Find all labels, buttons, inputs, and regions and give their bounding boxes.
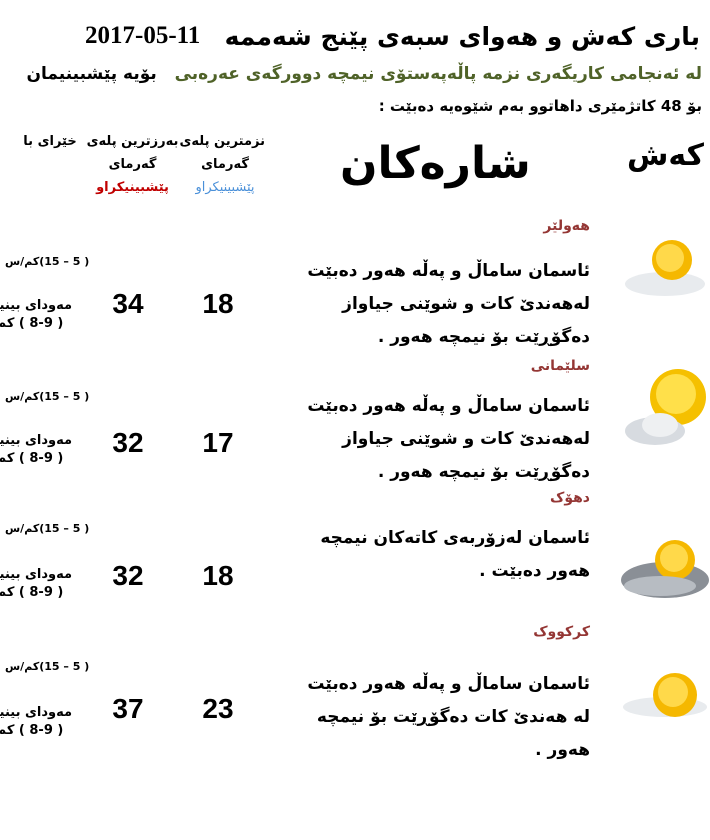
col-max-l2: گەرمای	[108, 157, 157, 172]
col-min-l3: پێشبینیکراو	[195, 180, 255, 195]
weather-description: ئاسمان ساماڵ و پەڵە هەور دەبێت لەهەندێ ک…	[307, 261, 590, 347]
col-max-l3: پێشبینیکراو	[96, 180, 169, 195]
sun-behind-cloud-icon	[620, 365, 710, 454]
visibility-value: ( 8-9 ) کم	[0, 585, 64, 600]
max-temp: 37	[112, 693, 144, 724]
visibility-label: مەودای بینین	[0, 433, 73, 448]
visibility: مەودای بینین ( 8-9 ) کم	[0, 297, 80, 333]
col-max: بەرزترین پلەی گەرمای پێشبینیکراو	[85, 130, 180, 199]
max-temp: 32	[112, 560, 144, 591]
col-max-l1: بەرزترین پلەی	[86, 134, 179, 149]
visibility-value: ( 8-9 ) کم	[0, 723, 64, 738]
col-cities: شارەکان	[340, 138, 531, 189]
weather-description: ئاسمان ساماڵ و پەڵە هەور دەبێت لەهەندێ ک…	[307, 396, 590, 482]
subtitle-lead: بۆیە پێشبینیمان	[26, 64, 157, 84]
col-min-l2: گەرمای	[201, 157, 249, 172]
min-temp: 17	[202, 427, 234, 458]
partly-cloudy-icon	[620, 522, 710, 611]
wind-speed: ( 5 – 15)کم/س	[5, 255, 90, 268]
city-name: کرکووک	[533, 624, 590, 640]
col-min-l1: نزمترین پلەی	[179, 134, 265, 149]
forecast-date: 2017-05-11	[85, 22, 201, 49]
min-temp: 23	[202, 693, 234, 724]
visibility-value: ( 8-9 ) کم	[0, 451, 64, 466]
city-name: هەولێر	[543, 218, 590, 234]
city-name: سلێمانی	[530, 358, 590, 374]
sun-cloud-icon	[620, 655, 710, 744]
max-temp: 34	[112, 288, 144, 319]
subtitle-period: بۆ 48 کاتژمێری داهاتوو بەم شێوەیە دەبێت …	[378, 97, 702, 115]
max-temp: 32	[112, 427, 144, 458]
subtitle-cause: لە ئەنجامی کاریگەری نزمە پاڵەپەستۆی نیمچ…	[174, 64, 702, 84]
visibility-label: مەودای بینین	[0, 567, 73, 582]
min-temp: 18	[202, 288, 234, 319]
wind-speed: ( 5 – 15)کم/س	[5, 660, 90, 673]
weather-description: ئاسمان لەزۆربەی کاتەکان نیمچە هەور دەبێت…	[320, 528, 590, 581]
min-temp: 18	[202, 560, 234, 591]
col-weather: کەش	[626, 138, 704, 173]
city-name: دهۆک	[549, 490, 590, 506]
wind-speed: ( 5 – 15)کم/س	[5, 522, 90, 535]
sun-cloud-icon	[620, 222, 710, 311]
weather-description: ئاسمان ساماڵ و پەڵە هەور دەبێت لە هەندێ …	[307, 674, 590, 760]
visibility: مەودای بینین ( 8-9 ) کم	[0, 704, 80, 740]
visibility: مەودای بینین ( 8-9 ) کم	[0, 432, 80, 468]
col-wind: خێرای با	[23, 134, 77, 149]
subtitle: لە ئەنجامی کاریگەری نزمە پاڵەپەستۆی نیمچ…	[26, 64, 702, 84]
visibility-value: ( 8-9 ) کم	[0, 316, 64, 331]
visibility-label: مەودای بینین	[0, 705, 73, 720]
col-min: نزمترین پلەی گەرمای پێشبینیکراو	[179, 130, 265, 199]
visibility: مەودای بینین ( 8-9 ) کم	[0, 566, 80, 602]
wind-speed: ( 5 – 15)کم/س	[5, 390, 90, 403]
page-title: باری کەش و هەوای سبەی پێنج شەممە	[224, 22, 700, 51]
visibility-label: مەودای بینین	[0, 298, 73, 313]
